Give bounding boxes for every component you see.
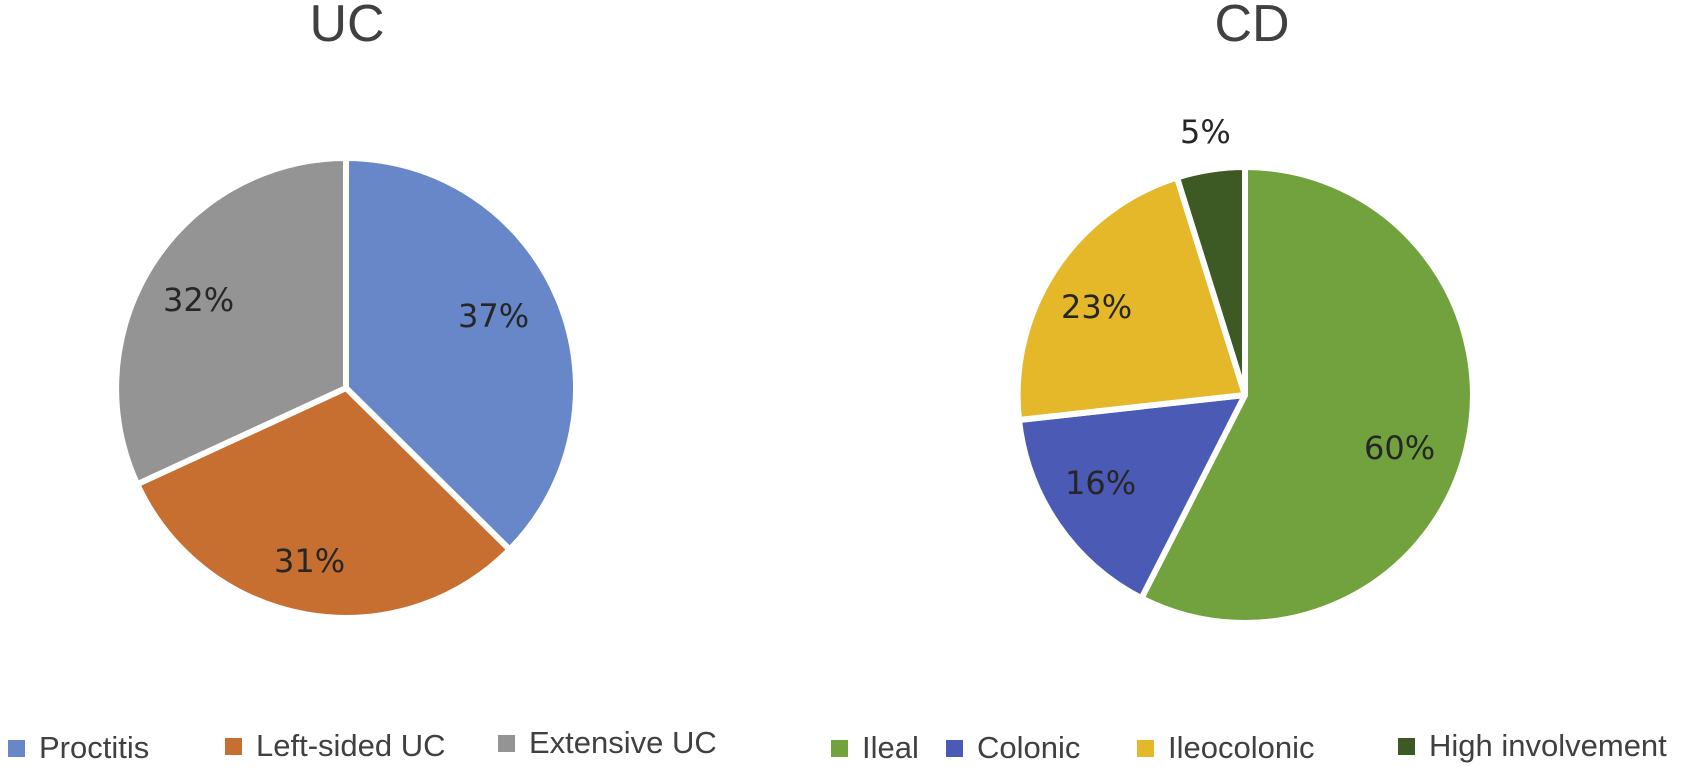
uc-chart-title: UC [309,0,385,53]
cd-slice-ileocolonic [1014,174,1248,423]
legend-label: Ileal [862,730,919,765]
legend-label: High involvement [1429,728,1667,763]
uc-slice-left-sided [134,385,513,621]
cd-legend-ileal: Ileal [831,730,919,766]
legend-swatch-icon [831,739,848,757]
legend-swatch-icon [1137,739,1154,757]
legend-swatch-icon [1398,737,1415,755]
cd-legend-colonic: Colonic [946,730,1080,766]
uc-label-left-sided: 31% [274,542,345,580]
uc-slice-proctitis [343,155,580,553]
legend-label: Ileocolonic [1168,730,1315,765]
legend-swatch-icon [498,734,515,752]
cd-slice-high-involvement [1174,164,1248,398]
legend-label: Proctitis [39,730,150,765]
cd-chart-title: CD [1214,0,1290,53]
uc-legend-left-sided: Left-sided UC [225,728,446,764]
uc-legend-proctitis: Proctitis [8,730,149,766]
legend-label: Colonic [977,730,1081,765]
uc-pie [113,155,580,621]
legend-swatch-icon [946,739,963,757]
legend-label: Extensive UC [529,725,717,760]
cd-slice-colonic [1016,392,1248,602]
cd-slice-ileal [1138,164,1476,626]
cd-legend-high-involvement: High involvement [1398,728,1667,764]
legend-swatch-icon [225,737,242,755]
cd-label-ileal: 60% [1364,429,1435,467]
cd-label-colonic: 16% [1065,464,1136,502]
uc-label-extensive: 32% [163,281,234,319]
cd-legend-ileocolonic: Ileocolonic [1137,730,1314,766]
cd-pie [1014,164,1476,626]
legend-swatch-icon [8,739,25,757]
uc-label-proctitis: 37% [458,297,529,335]
uc-slice-extensive [113,155,349,488]
cd-label-ileocolonic: 23% [1061,288,1132,326]
cd-label-high-involvement: 5% [1180,113,1231,151]
uc-legend-extensive: Extensive UC [498,725,717,761]
legend-label: Left-sided UC [256,728,446,763]
